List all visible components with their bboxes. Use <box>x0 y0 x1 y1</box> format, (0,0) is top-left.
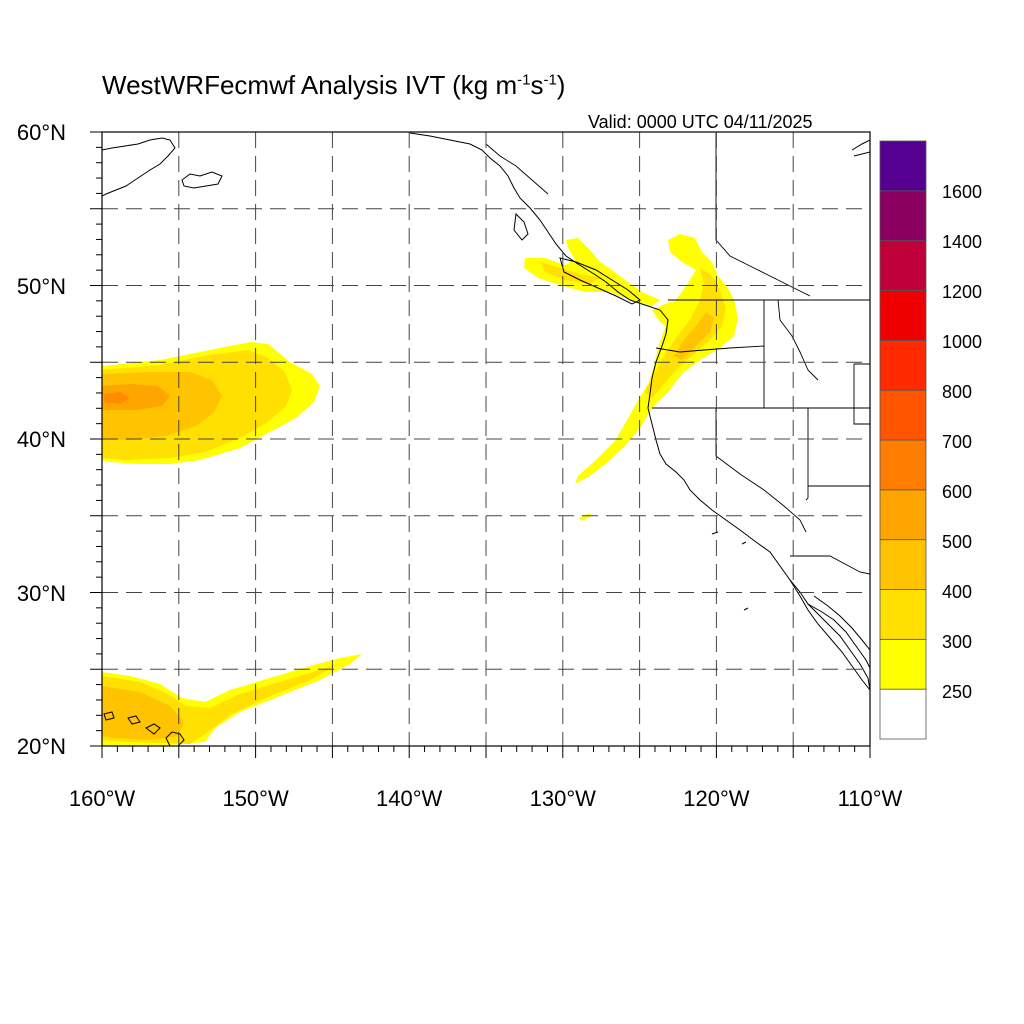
coastlines <box>102 132 870 746</box>
cb-label-700: 700 <box>942 432 972 452</box>
lon-label-120w: 120°W <box>683 786 750 811</box>
colorbar-swatch <box>879 688 927 740</box>
california-nevada-border <box>715 408 807 533</box>
colorbar-swatch <box>879 290 927 341</box>
valid-time: Valid: 0000 UTC 04/11/2025 <box>588 112 813 132</box>
ivt-shading <box>102 234 738 746</box>
cb-label-800: 800 <box>942 382 972 402</box>
lon-label-160w: 160°W <box>69 786 136 811</box>
plume-offshore-streak <box>579 513 592 521</box>
cb-label-300: 300 <box>942 632 972 652</box>
lat-label-60n: 60°N <box>17 120 66 145</box>
hawaii-maui <box>145 723 161 735</box>
kodiak-island <box>181 171 223 189</box>
grid-lines <box>102 132 870 746</box>
title-close: ) <box>556 70 566 100</box>
colorbar-swatch <box>879 339 927 391</box>
lat-labels: 60°N 50°N 40°N 30°N 20°N <box>17 120 66 759</box>
axis-ticks <box>90 131 871 758</box>
cb-label-1600: 1600 <box>942 182 982 202</box>
colorbar-swatch <box>879 240 927 291</box>
title-mid: s <box>530 70 544 100</box>
nevada-utah-border <box>805 408 809 501</box>
cb-label-600: 600 <box>942 482 972 502</box>
plume-vancouver-outer <box>524 238 660 306</box>
wyoming-border <box>853 363 870 425</box>
map-title: WestWRFecmwf Analysis IVT (kg m-1s-1) <box>102 70 565 101</box>
lat-label-20n: 20°N <box>17 734 66 759</box>
colorbar-labels: 1600 1400 1200 1000 800 700 600 500 400 … <box>942 182 982 702</box>
cb-label-1000: 1000 <box>942 332 982 352</box>
cb-label-1400: 1400 <box>942 232 982 252</box>
plume-central-pacific-core <box>104 392 130 404</box>
vancouver-island <box>559 257 641 305</box>
colorbar <box>879 140 927 740</box>
plume-subtropical-400 <box>102 686 184 740</box>
lon-labels: 160°W 150°W 140°W 130°W 120°W 110°W <box>69 786 903 811</box>
plume-pnw-outer <box>575 234 738 484</box>
us-mexico-border <box>790 555 870 575</box>
lon-label-150w: 150°W <box>222 786 289 811</box>
lon-label-130w: 130°W <box>530 786 597 811</box>
lon-label-140w: 140°W <box>376 786 443 811</box>
title-exp2: -1 <box>543 71 557 89</box>
plume-pnw-300 <box>645 268 726 398</box>
cb-label-500: 500 <box>942 532 972 552</box>
lat-label-50n: 50°N <box>17 274 66 299</box>
lon-label-110w: 110°W <box>838 786 903 811</box>
hawaii-big-island <box>165 731 185 746</box>
washington-oregon-border <box>655 345 765 353</box>
plume-vancouver-300 <box>540 262 600 284</box>
canada-coast-north <box>851 139 870 157</box>
plume-pnw-400 <box>674 312 714 360</box>
gulf-of-alaska-coast <box>409 132 870 691</box>
baja-california <box>789 579 870 691</box>
colorbar-swatch <box>879 489 927 541</box>
gulf-of-california <box>813 595 870 651</box>
hawaii-kauai <box>103 711 115 721</box>
channel-islands <box>711 531 749 611</box>
title-exp1: -1 <box>517 71 531 89</box>
colorbar-swatch <box>879 389 927 441</box>
title-main: WestWRFecmwf Analysis IVT (kg m <box>102 70 518 100</box>
colorbar-swatch <box>879 638 927 690</box>
colorbar-swatch <box>879 140 927 192</box>
plume-puget-sound <box>652 300 690 330</box>
colorbar-swatch <box>879 439 927 491</box>
lat-label-40n: 40°N <box>17 427 66 452</box>
cb-label-1200: 1200 <box>942 282 982 302</box>
cb-label-250: 250 <box>942 682 972 702</box>
alaska-coast <box>102 137 176 197</box>
colorbar-swatch <box>879 539 927 590</box>
colorbar-swatch <box>879 589 927 640</box>
cb-label-400: 400 <box>942 582 972 602</box>
colorbar-swatch <box>879 190 927 242</box>
hawaii-oahu <box>127 715 141 725</box>
lat-label-30n: 30°N <box>17 581 66 606</box>
idaho-border <box>763 299 819 408</box>
haida-gwaii <box>513 212 529 241</box>
